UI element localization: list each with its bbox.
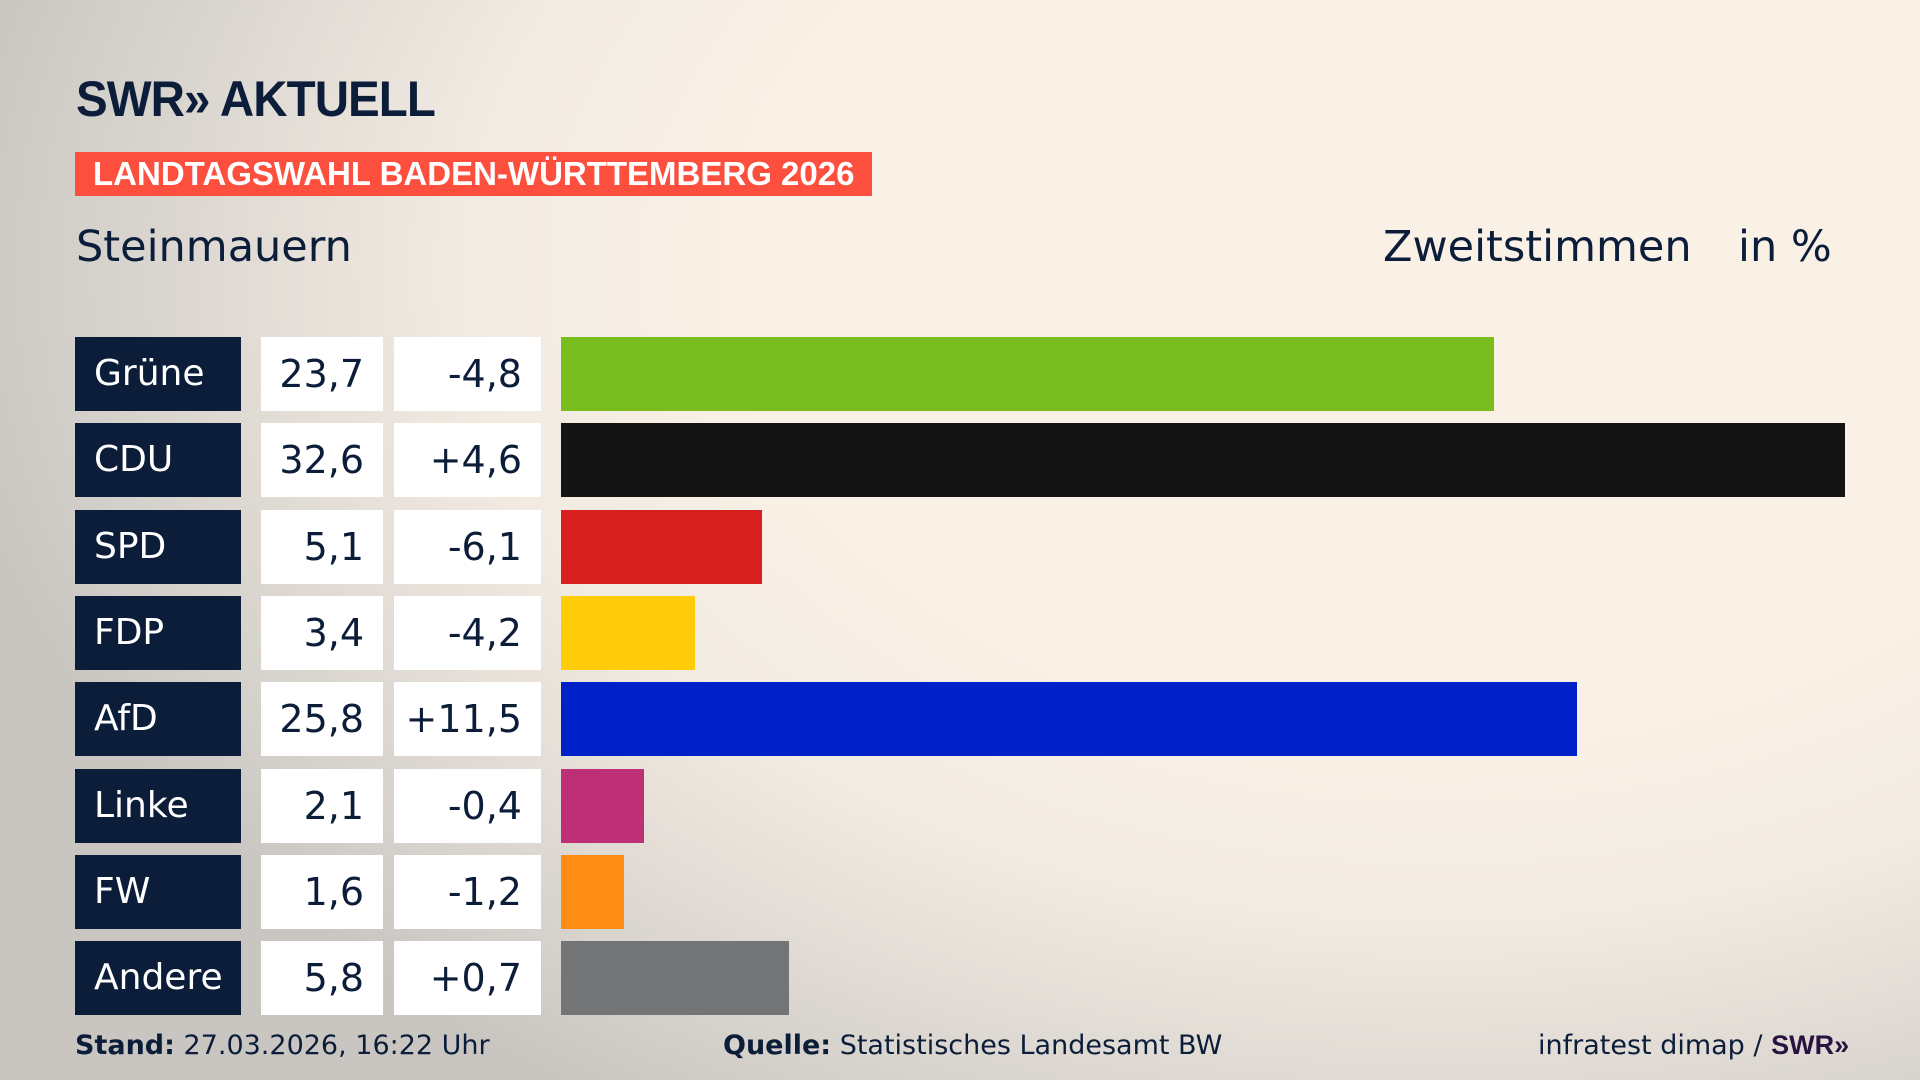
value-label: 32,6	[261, 423, 383, 498]
timestamp: Stand: 27.03.2026, 16:22 Uhr	[75, 1030, 490, 1061]
value-label: 5,8	[261, 941, 383, 1016]
diff-label: -4,8	[394, 337, 541, 411]
party-label: Grüne	[75, 337, 241, 411]
diff-label: +0,7	[394, 941, 541, 1016]
stand-value: 27.03.2026, 16:22 Uhr	[183, 1030, 490, 1061]
party-label: Andere	[75, 941, 241, 1016]
diff-label: +11,5	[394, 682, 541, 757]
value-label: 25,8	[261, 682, 383, 757]
value-label: 5,1	[261, 509, 383, 584]
bar-cdu	[561, 423, 1845, 498]
party-label: SPD	[75, 509, 241, 584]
diff-label: -0,4	[394, 768, 541, 843]
diff-label: -1,2	[394, 854, 541, 929]
bar-afd	[561, 682, 1578, 757]
bar-grüne	[561, 337, 1495, 411]
diff-label: -6,1	[394, 509, 541, 584]
diff-label: -4,2	[394, 595, 541, 670]
diff-label: +4,6	[394, 423, 541, 498]
election-banner: LANDTAGSWAHL BADEN-WÜRTTEMBERG 2026	[75, 152, 873, 196]
bar-spd	[561, 509, 762, 584]
bar-fw	[561, 854, 625, 929]
party-label: FDP	[75, 595, 241, 670]
party-label: Linke	[75, 768, 241, 843]
value-label: 1,6	[261, 854, 383, 929]
credit: infratest dimap / SWR»	[1538, 1030, 1849, 1061]
region-title: Steinmauern	[76, 222, 352, 272]
metric-label: Zweitstimmen	[1383, 222, 1692, 272]
source-value: Statistisches Landesamt BW	[839, 1030, 1223, 1061]
party-label: CDU	[75, 423, 241, 498]
source-label: Quelle:	[723, 1030, 832, 1061]
party-label: FW	[75, 854, 241, 929]
stand-label: Stand:	[75, 1030, 175, 1061]
bar-andere	[561, 941, 790, 1016]
credit-text: infratest dimap /	[1538, 1030, 1763, 1061]
party-label: AfD	[75, 682, 241, 757]
value-label: 3,4	[261, 595, 383, 670]
unit-label: in %	[1738, 222, 1832, 272]
swr-logo-small: SWR»	[1771, 1030, 1850, 1060]
value-label: 23,7	[261, 337, 383, 411]
value-label: 2,1	[261, 768, 383, 843]
bar-fdp	[561, 595, 695, 670]
swr-aktuell-logo: SWR» AKTUELL	[76, 71, 436, 127]
bar-linke	[561, 768, 644, 843]
source: Quelle: Statistisches Landesamt BW	[723, 1030, 1222, 1061]
